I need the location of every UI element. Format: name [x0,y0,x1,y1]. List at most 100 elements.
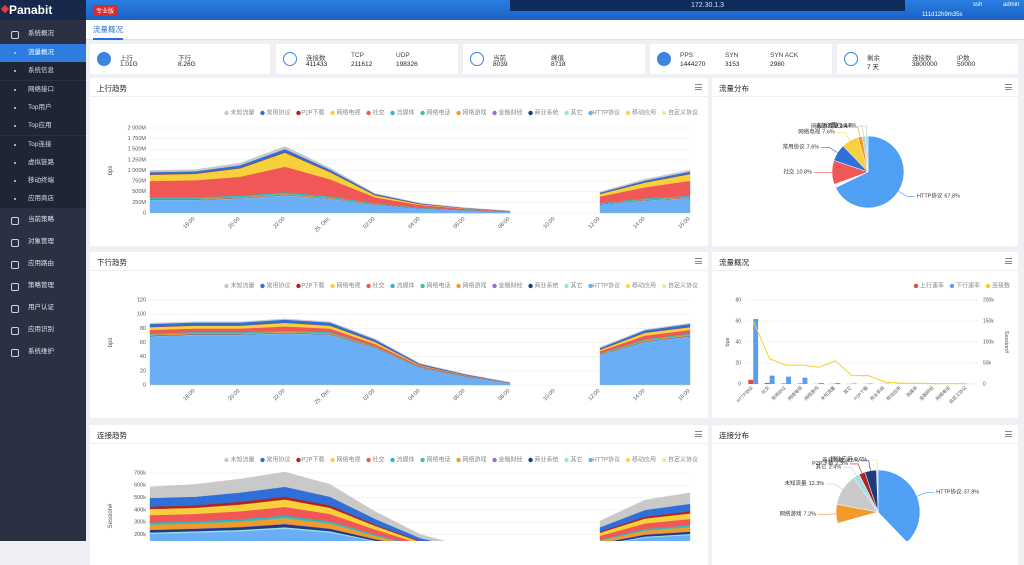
x-tick-label: 04:00 [407,388,421,402]
legend-swatch [662,458,666,462]
legend-swatch [420,111,424,115]
pie-value-label: 67.8% [944,194,960,200]
legend-label: 流媒体 [397,456,415,464]
x-tick-label: 25. Dec [314,216,332,234]
legend-swatch [626,458,630,462]
x-tick-label: 08:00 [497,388,511,402]
legend-swatch [492,458,496,462]
legend-swatch [296,458,300,462]
pie-name: HTTP协议 [917,192,943,200]
y2-tick-label: 100k [983,339,994,345]
y-tick-label: 80 [140,326,146,332]
pie-name: 未知流量 [785,479,808,487]
legend-swatch [456,284,460,288]
y-tick-label: 700k [134,470,146,476]
x-tick-label: P2P下载 [852,384,870,402]
legend-label: 流媒体 [397,109,415,117]
leader-line [837,132,850,141]
legend-swatch [492,284,496,288]
pie-value-label: 7.2% [804,512,817,518]
legend-label: 自定义协议 [668,456,698,464]
x-tick-label: 自定义协议 [947,384,968,405]
y-tick-label: 200k [134,532,146,538]
legend-label: 社交 [373,456,385,464]
pie-name: 网络电视 [798,128,821,136]
legend-swatch [420,458,424,462]
bar [786,377,791,384]
x-tick-label: 流媒体 [904,384,919,399]
legend-swatch [366,458,370,462]
leader-line [821,147,837,152]
legend-label: 网络游戏 [463,456,487,464]
legend-swatch [986,284,990,288]
legend-label: 网络电视 [337,109,361,117]
pie-value-label: 7.6% [822,130,835,136]
line [753,321,967,384]
legend-label: P2P下载 [301,456,324,464]
y-tick-label: 20 [140,368,146,374]
legend-label: 社交 [373,282,385,290]
y2-axis-label: Session# [1003,331,1009,355]
legend-label: 网络游戏 [463,282,487,290]
bar [748,380,753,384]
legend-swatch [914,284,918,288]
legend-swatch [330,111,334,115]
bar [803,378,808,384]
x-tick-label: 20:00 [227,388,241,402]
legend-swatch [626,284,630,288]
y-tick-label: 2 000M [128,125,147,131]
y2-tick-label: 150k [983,318,994,324]
x-tick-label: 10:00 [542,388,556,402]
legend-swatch [330,284,334,288]
pie-value-label: 2.4% [829,465,842,471]
y-tick-label: 500k [134,495,146,501]
pie-name: 社交 [783,168,795,176]
legend-label: 连接数 [992,282,1010,290]
legend-swatch [296,111,300,115]
legend-label: 社交 [373,109,385,117]
x-tick-label: 18:00 [182,216,196,230]
y-tick-label: 60 [140,340,146,346]
legend-label: 未知流量 [230,109,254,117]
legend-label: 金融财经 [499,282,523,290]
legend-label: 网络电话 [427,456,451,464]
legend-label: HTTP协议 [592,456,620,464]
x-tick-label: 18:00 [182,388,196,402]
x-tick-label: 08:00 [497,216,511,230]
bar [819,383,824,384]
x-tick-label: 商业系统 [868,384,886,402]
legend-label: 未知流量 [230,456,254,464]
y-tick-label: 1 500M [128,147,147,153]
area [150,334,510,385]
x-tick-label: 常用协议 [770,384,788,402]
legend-swatch [528,458,532,462]
pie-slice [878,470,920,541]
y-tick-label: 1 250M [128,157,147,163]
legend-swatch [390,284,394,288]
bar [770,376,775,384]
x-tick-label: 16:00 [677,388,691,402]
y-tick-label: 600k [134,483,146,489]
pie-value-label: 10.8% [796,170,812,176]
y-tick-label: 120 [137,297,146,303]
legend-swatch [260,284,264,288]
legend-label: HTTP协议 [592,282,620,290]
legend-label: 自定义协议 [668,282,698,290]
legend-label: 商业系统 [535,456,559,464]
y-axis-label: bps [108,338,114,348]
legend-swatch [564,111,568,115]
legend-swatch [950,284,954,288]
y-tick-label: 750M [132,179,146,185]
leader-line [843,467,856,476]
x-tick-label: 社交 [760,384,772,396]
y2-tick-label: 200k [983,297,994,303]
x-tick-label: 22:00 [272,388,286,402]
legend-label: 常用协议 [266,109,290,117]
x-tick-label: 14:00 [632,388,646,402]
y-tick-label: 500M [132,189,146,195]
legend-swatch [366,284,370,288]
